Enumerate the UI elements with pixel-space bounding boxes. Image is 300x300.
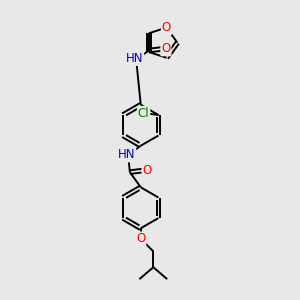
Text: O: O [136,232,146,245]
Text: O: O [142,164,152,177]
Text: HN: HN [118,148,135,161]
Text: O: O [161,42,170,56]
Text: Cl: Cl [138,107,149,120]
Text: O: O [162,21,171,34]
Text: HN: HN [126,52,143,65]
